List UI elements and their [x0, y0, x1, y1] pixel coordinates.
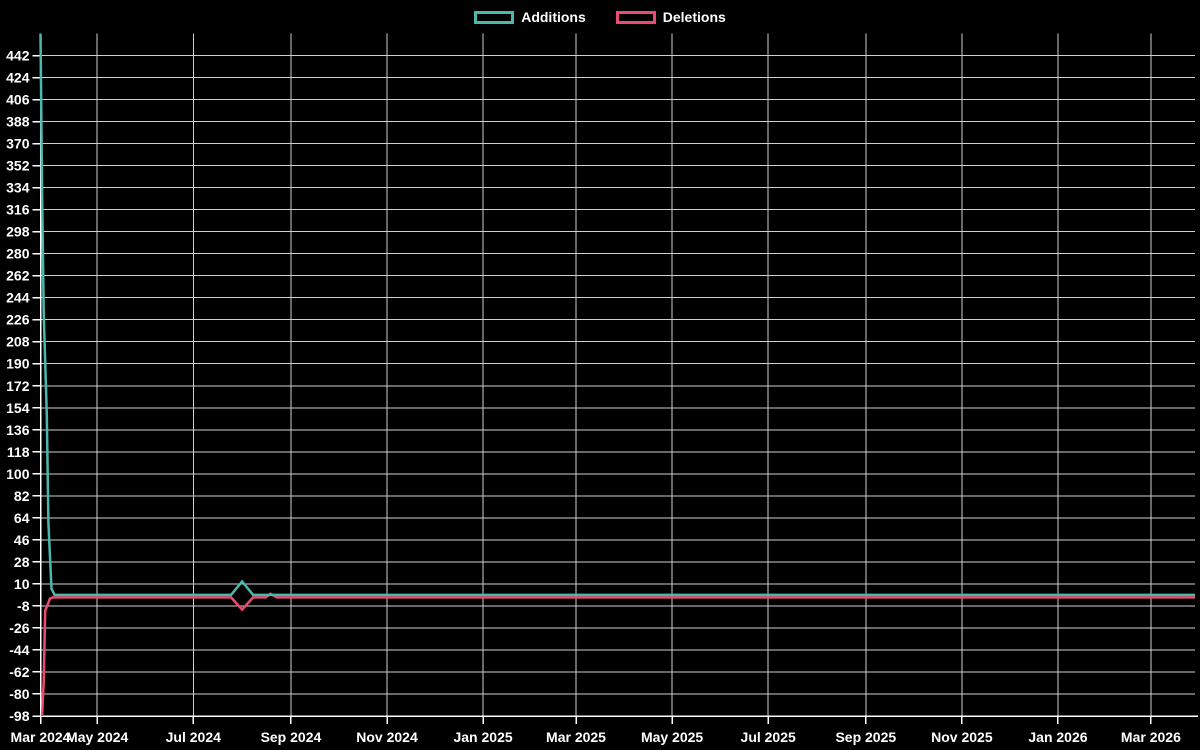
y-tick-label: -44 — [9, 642, 29, 658]
y-tick-label: 334 — [6, 180, 30, 196]
y-tick-label: -80 — [9, 686, 29, 702]
x-tick-label: Jan 2026 — [1028, 729, 1087, 745]
x-tick-label: Jul 2025 — [741, 729, 796, 745]
y-tick-label: 172 — [6, 378, 30, 394]
y-tick-label: 136 — [6, 422, 30, 438]
y-tick-label: 64 — [14, 510, 30, 526]
y-tick-label: 352 — [6, 158, 30, 174]
x-tick-label: Mar 2025 — [546, 729, 606, 745]
deletions-line — [40, 592, 1195, 717]
y-tick-label: 46 — [14, 532, 30, 548]
x-tick-label: Mar 2026 — [1121, 729, 1181, 745]
x-tick-label: Mar 2024 — [11, 729, 71, 745]
y-tick-label: -26 — [9, 620, 29, 636]
y-tick-label: 82 — [14, 488, 30, 504]
additions-line — [39, 33, 1195, 597]
y-tick-label: 442 — [6, 48, 30, 64]
y-tick-label: 406 — [6, 92, 30, 108]
y-tick-label: -62 — [9, 664, 29, 680]
legend-item-additions[interactable]: Additions — [474, 10, 586, 24]
x-tick-label: Sep 2025 — [835, 729, 896, 745]
y-tick-label: 208 — [6, 334, 30, 350]
y-tick-label: 100 — [6, 466, 30, 482]
x-tick-label: May 2024 — [66, 729, 128, 745]
y-tick-label: 424 — [6, 70, 30, 86]
x-tick-label: Jan 2025 — [453, 729, 512, 745]
x-tick-label: Nov 2025 — [931, 729, 993, 745]
y-tick-label: 298 — [6, 224, 30, 240]
y-tick-label: -98 — [9, 708, 29, 724]
y-tick-label: 118 — [7, 444, 30, 460]
y-tick-label: 154 — [6, 400, 30, 416]
legend-item-deletions[interactable]: Deletions — [615, 9, 726, 25]
x-tick-label: Sep 2024 — [261, 729, 322, 745]
y-tick-label: 10 — [14, 576, 30, 592]
chart-legend: Additions Deletions — [0, 6, 1200, 28]
y-tick-label: 244 — [6, 290, 30, 306]
x-tick-label: May 2025 — [641, 729, 703, 745]
y-tick-label: 370 — [6, 136, 30, 152]
y-tick-label: 226 — [6, 312, 30, 328]
x-tick-label: Nov 2024 — [356, 729, 418, 745]
deletions-swatch-icon — [615, 10, 656, 24]
y-tick-label: 190 — [6, 356, 30, 372]
legend-label-deletions: Deletions — [662, 9, 726, 25]
y-tick-label: -8 — [17, 598, 30, 614]
y-tick-label: 262 — [6, 268, 30, 284]
y-tick-label: 28 — [14, 554, 30, 570]
y-tick-label: 316 — [6, 202, 30, 218]
additions-swatch-icon — [474, 10, 515, 24]
y-tick-label: 280 — [6, 246, 30, 262]
x-tick-label: Jul 2024 — [166, 729, 221, 745]
legend-label-additions: Additions — [521, 9, 586, 25]
y-tick-label: 388 — [6, 114, 30, 130]
